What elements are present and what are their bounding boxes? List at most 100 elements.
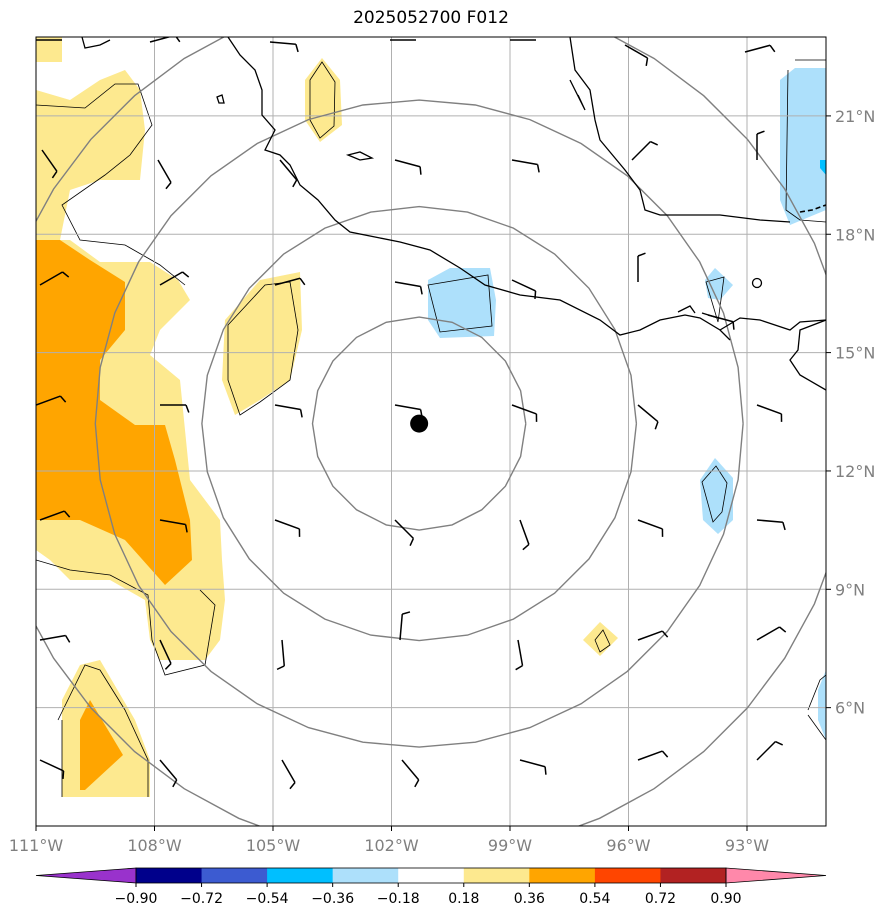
wind-barb-flag [402,611,411,615]
lon-tick-label: 96°W [606,836,650,855]
wind-barb-flag [64,635,71,643]
wind-barb-staff [517,639,524,666]
wind-barb-staff [159,271,183,286]
map-frame [35,36,827,827]
wind-barb-staff [394,159,421,168]
wind-barb-flag [51,170,58,179]
dashed-boundary [799,204,826,213]
wind-barb-staff [394,404,421,411]
colorbar-extend-low [35,867,137,884]
colorbar-tick-label: −0.72 [180,891,223,907]
wind-barb-flag [185,404,190,413]
wind-barb-staff [39,759,64,772]
wind-barb-flag [164,663,172,670]
lat-tick-label: 21°N [835,107,875,126]
wind-barb-staff [756,404,782,415]
wind-barb-staff [274,404,301,411]
wind-barb-staff [624,44,648,59]
storm-center-marker [410,414,429,433]
wind-barb-flag [175,37,181,43]
wind-barb-staff [631,141,651,161]
wind-barb-staff [519,759,546,768]
wind-barb-flag [732,321,735,330]
colorbar-tick-label: 0.54 [579,891,610,907]
wind-barb-flag [645,57,649,67]
colorbar-segment [136,868,203,883]
wind-barb-staff [159,759,178,781]
colorbar-tick-label: 0.72 [645,891,676,907]
wind-barb-flag [292,179,298,188]
lat-tick-label: 6°N [835,699,865,718]
wind-barb-staff [36,395,61,406]
wind-barb-staff [157,159,172,183]
lat-tick-label: 18°N [835,225,875,244]
lon-tick-label: 102°W [364,836,419,855]
wind-barb-flag [782,522,786,531]
wind-barb-staff [519,519,530,545]
wind-barb-staff [511,279,536,292]
lon-tick-label: 111°W [9,836,64,855]
colorbar-extend-high [725,867,827,884]
wind-barb-flag [419,286,423,295]
wind-barb-staff [637,630,663,641]
wind-barb-flag [536,164,540,173]
wind-barb-flag [534,290,537,300]
lon-tick-label: 99°W [488,836,532,855]
wind-barb-staff [744,44,771,53]
shaded-field-orange [36,240,192,790]
colorbar-tick-label: 0.90 [710,891,741,907]
colorbar-tick-label: −0.90 [115,891,158,907]
colorbar-tick-label: −0.54 [246,891,289,907]
wind-barb-staff [159,639,172,664]
wind-barb-flag [182,271,190,278]
wind-barb-flag [184,524,188,533]
colorbar: −0.90 −0.72 −0.54 −0.36 −0.18 0.18 0.36 0.54 0.7… [35,867,827,907]
range-ring [311,316,527,531]
wind-barb-flag [63,510,71,518]
colorbar-segment [332,868,399,883]
range-ring [201,205,638,642]
wind-barb-flag [62,271,70,278]
longitude-ticks: 111°W 108°W 105°W 102°W 99°W 96°W 93°W [9,826,769,855]
lat-tick-label: 9°N [835,580,865,599]
wind-barb-staff [394,281,421,288]
wind-barbs [36,37,787,790]
wind-barb-flag [295,44,299,53]
wind-barb-flag [299,277,306,286]
colorbar-tick-label: 0.36 [514,891,545,907]
wind-barb-flag [59,395,67,403]
wind-barb-staff [511,159,538,166]
wind-barb-staff [756,741,776,761]
wind-barb-staff [149,37,172,43]
wind-barb-staff [756,519,783,524]
wind-barb-staff [269,41,296,46]
range-ring [36,37,826,826]
wind-barb-staff [707,314,734,323]
lat-tick-label: 15°N [835,344,875,363]
wind-barb-flag [775,740,783,746]
range-rings [36,37,826,826]
colorbar-segment [463,868,530,883]
wind-barb-staff [511,404,537,415]
wind-barb-staff [637,750,663,761]
wind-barb-staff [394,519,414,539]
wind-barb-flag [544,766,547,775]
wind-barb-staff [399,614,404,641]
wind-barb-flag [419,166,422,175]
wind-barb-flag [654,421,659,430]
wind-barb-staff [637,404,659,423]
lon-tick-label: 108°W [127,836,182,855]
wind-barb-flag [289,782,296,790]
wind-barb-staff [401,759,420,781]
lon-tick-label: 93°W [725,836,769,855]
wind-barb-staff [39,634,66,641]
wind-barb-staff [756,626,780,641]
colorbar-segment [201,868,268,883]
colorbar-segment [660,868,727,883]
wind-barb-flag [165,182,172,190]
colorbar-tick-label: −0.36 [311,891,354,907]
wind-barb-flag [661,630,669,638]
colorbar-tick-label: 0.18 [448,891,479,907]
lat-tick-label: 12°N [835,462,875,481]
wind-barb-staff [279,159,298,181]
